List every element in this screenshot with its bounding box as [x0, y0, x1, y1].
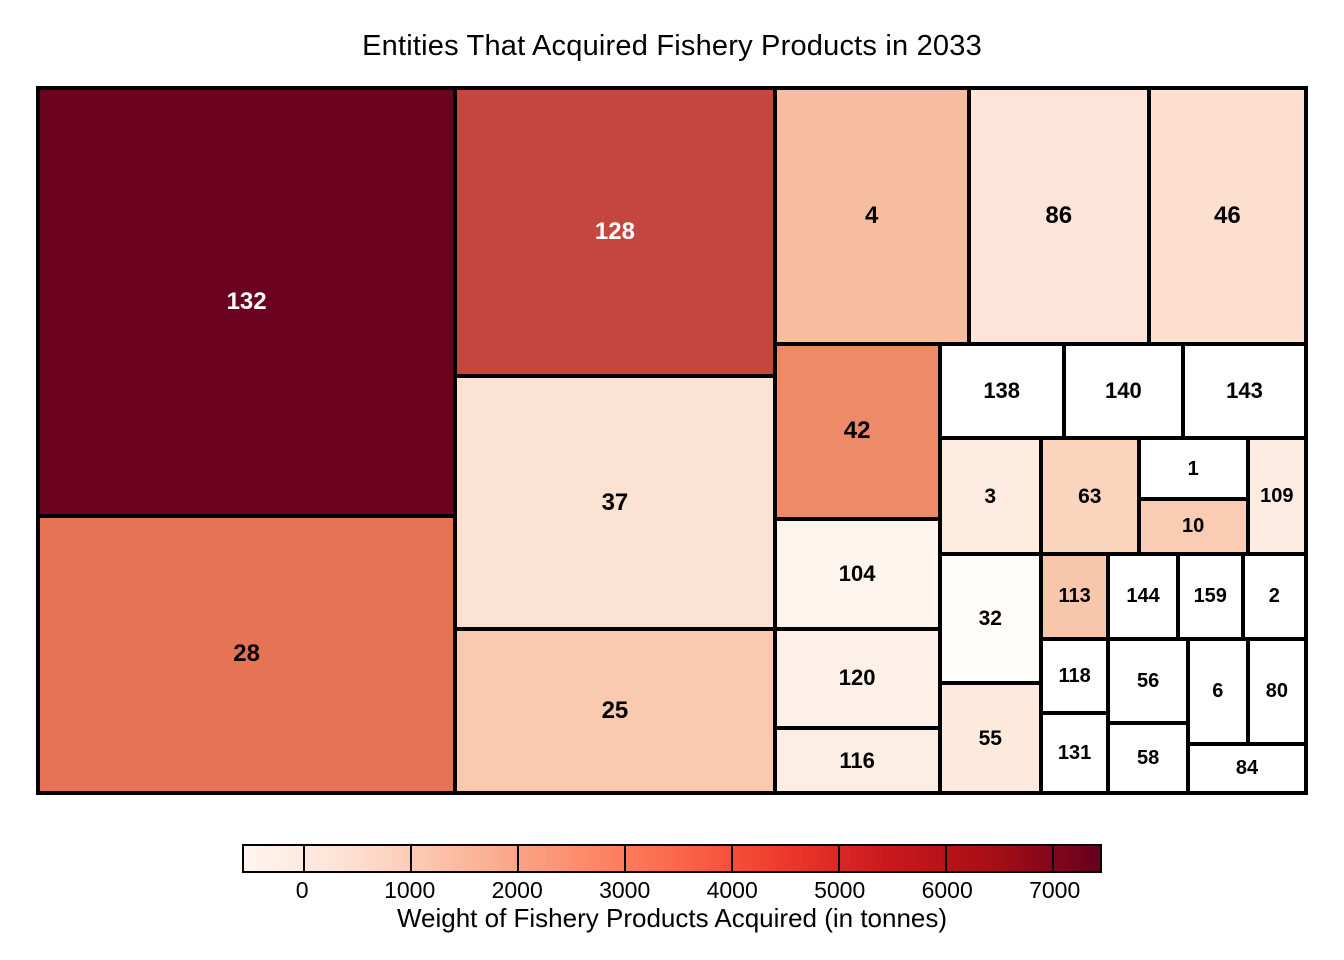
treemap-tile-159: 159	[1177, 554, 1243, 639]
tile-value-label: 42	[843, 417, 871, 445]
treemap-tile-37: 37	[455, 376, 775, 629]
tile-value-label: 55	[978, 726, 1002, 750]
tile-value-label: 28	[233, 640, 260, 668]
treemap-tile-113: 113	[1040, 554, 1109, 639]
treemap-tile-138: 138	[939, 343, 1064, 439]
treemap-tile-132: 132	[38, 88, 456, 516]
tile-value-label: 118	[1058, 664, 1091, 687]
color-legend: 0 1000 2000 3000 4000 5000 6000 7000	[242, 844, 1102, 908]
tile-value-label: 113	[1058, 585, 1091, 608]
treemap-tile-118: 118	[1040, 638, 1109, 714]
legend-tick-label: 4000	[706, 877, 758, 903]
treemap-tile-25: 25	[455, 628, 775, 793]
treemap-tile-2: 2	[1242, 554, 1306, 639]
treemap: 132 28 128 37 25 4 86 46 42 104 120 116 138 140 143 3 63…	[36, 86, 1308, 795]
tile-value-label: 25	[601, 696, 629, 724]
legend-tick-mark	[730, 846, 733, 871]
tile-value-label: 84	[1235, 757, 1259, 780]
legend-tick-label: 1000	[384, 877, 436, 903]
tile-value-label: 32	[978, 607, 1002, 630]
tile-value-label: 109	[1260, 485, 1294, 508]
treemap-tile-6: 6	[1188, 638, 1248, 744]
tile-value-label: 37	[601, 488, 629, 516]
legend-tick-label: 7000	[1029, 877, 1081, 903]
treemap-tile-46: 46	[1148, 88, 1306, 344]
legend-tick-label: 5000	[814, 877, 866, 903]
treemap-tile-120: 120	[774, 628, 940, 729]
legend-tick-labels: 0 1000 2000 3000 4000 5000 6000 7000	[242, 877, 1102, 905]
tile-value-label: 58	[1137, 747, 1160, 770]
tile-value-label: 3	[984, 484, 997, 508]
legend-tick-mark	[516, 846, 519, 871]
treemap-tile-140: 140	[1063, 343, 1183, 439]
treemap-tile-63: 63	[1040, 438, 1139, 554]
legend-tick-mark	[944, 846, 947, 871]
treemap-tile-116: 116	[774, 728, 940, 793]
tile-value-label: 10	[1182, 515, 1205, 538]
tile-value-label: 138	[983, 378, 1021, 404]
treemap-tile-131: 131	[1040, 713, 1109, 793]
treemap-tile-32: 32	[939, 554, 1041, 683]
tile-value-label: 140	[1105, 378, 1142, 404]
legend-tick-label: 0	[295, 877, 309, 903]
chart-title: Entities That Acquired Fishery Products …	[362, 30, 982, 62]
tile-value-label: 2	[1268, 585, 1280, 608]
tile-value-label: 104	[838, 560, 876, 586]
treemap-tile-58: 58	[1108, 723, 1189, 793]
treemap-tile-10: 10	[1138, 499, 1248, 554]
tile-value-label: 143	[1226, 378, 1263, 404]
treemap-tile-3: 3	[939, 438, 1041, 554]
treemap-tile-144: 144	[1108, 554, 1178, 639]
tile-value-label: 144	[1126, 585, 1160, 608]
legend-gradient-bar	[242, 844, 1102, 873]
tile-value-label: 120	[838, 665, 876, 691]
tile-value-label: 159	[1193, 585, 1227, 608]
tile-value-label: 56	[1137, 669, 1160, 692]
tile-value-label: 132	[226, 287, 267, 315]
tile-value-label: 128	[594, 218, 635, 246]
tile-value-label: 46	[1214, 201, 1241, 229]
treemap-tile-4: 4	[774, 88, 969, 344]
legend-tick-mark	[409, 846, 412, 871]
treemap-tile-55: 55	[939, 683, 1041, 793]
treemap-tile-128: 128	[455, 88, 775, 377]
treemap-tile-1: 1	[1138, 438, 1248, 499]
legend-tick-label: 6000	[921, 877, 973, 903]
tile-value-label: 80	[1265, 680, 1288, 703]
legend-tick-mark	[302, 846, 305, 871]
legend-tick-mark	[837, 846, 840, 871]
tile-value-label: 116	[839, 747, 875, 773]
treemap-tile-56: 56	[1108, 638, 1189, 724]
treemap-tile-80: 80	[1247, 638, 1306, 744]
tile-value-label: 1	[1187, 457, 1199, 480]
treemap-tile-28: 28	[38, 515, 456, 793]
legend-tick-label: 2000	[491, 877, 543, 903]
legend-tick-mark	[1051, 846, 1054, 871]
tile-value-label: 4	[865, 201, 879, 229]
legend-tick-label: 3000	[599, 877, 651, 903]
treemap-tile-104: 104	[774, 518, 940, 629]
treemap-tile-143: 143	[1183, 343, 1306, 439]
legend-title: Weight of Fishery Products Acquired (in …	[396, 903, 948, 933]
treemap-tile-84: 84	[1188, 743, 1306, 793]
treemap-tile-86: 86	[968, 88, 1149, 344]
tile-value-label: 86	[1045, 201, 1073, 229]
legend-tick-mark	[623, 846, 626, 871]
tile-value-label: 6	[1212, 680, 1224, 703]
tile-value-label: 131	[1057, 742, 1092, 765]
treemap-tile-42: 42	[774, 343, 940, 519]
treemap-tile-109: 109	[1247, 438, 1306, 554]
tile-value-label: 63	[1078, 484, 1102, 508]
